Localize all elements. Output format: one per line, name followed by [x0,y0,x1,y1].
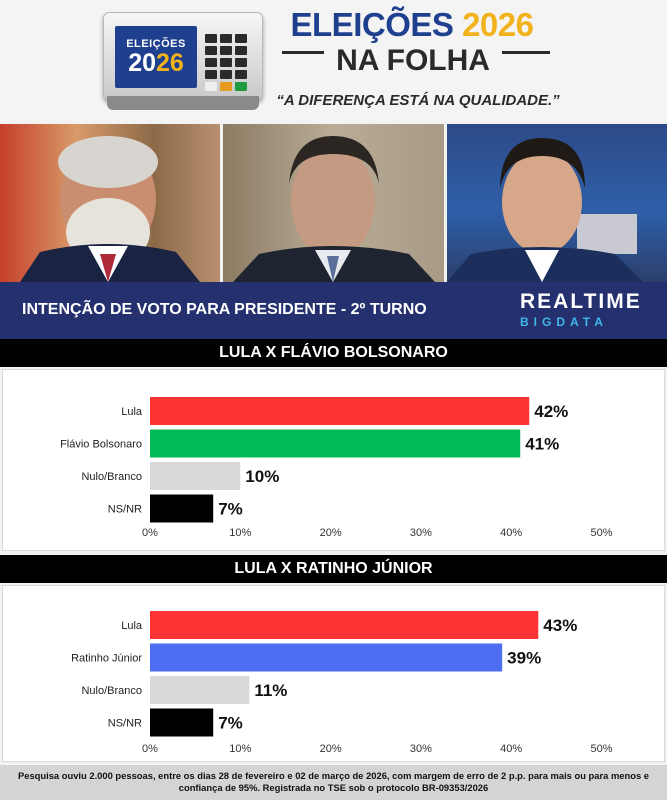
chart-panel-2: Lula 43% Ratinho Júnior 39% Nulo/Branco 11% NS… [2,585,665,762]
value-label: 41% [525,435,559,454]
candidate-photo-flavio [223,124,444,282]
bar [150,708,214,737]
header: ELEIÇÕES 2026 ELEIÇÕES 2026 NA FOLHA “A … [0,0,667,122]
bar-chart-lula-flavio: Lula 42% Flávio Bolsonaro 41% Nulo/Branco 10%… [60,397,613,539]
x-tick-label: 50% [590,743,612,755]
category-label: NS/NR [108,718,142,730]
ballot-box-screen: ELEIÇÕES 2026 [115,26,197,88]
category-label: Ratinho Júnior [71,653,142,665]
candidate-photo-lula [0,124,220,282]
x-tick-label: 30% [410,527,432,539]
bar [150,397,530,425]
x-tick-label: 0% [142,527,158,539]
header-title: ELEIÇÕES 2026 [290,6,534,43]
category-label: NS/NR [108,504,142,516]
value-label: 11% [254,681,287,700]
bar [150,429,521,458]
methodology-footnote: Pesquisa ouviu 2.000 pessoas, entre os d… [0,765,667,800]
logo-text-year: 2026 [128,49,184,77]
bar [150,676,250,704]
logo-text-eleicoes: ELEIÇÕES [126,38,186,50]
x-tick-label: 0% [142,743,158,755]
bar [150,462,241,490]
divider [502,51,550,54]
category-label: Nulo/Branco [81,471,142,483]
divider [282,51,324,54]
value-label: 42% [534,402,568,421]
bar [150,611,539,639]
category-label: Lula [121,620,143,632]
candidate-photos [0,124,667,282]
header-slogan: “A DIFERENÇA ESTÁ NA QUALIDADE.” [276,92,560,109]
x-tick-label: 30% [410,743,432,755]
x-tick-label: 40% [500,527,522,539]
banner: INTENÇÃO DE VOTO PARA PRESIDENTE - 2º TU… [0,282,667,339]
keypad-icon [205,34,251,91]
value-label: 10% [245,467,279,486]
value-label: 43% [543,616,577,635]
x-tick-label: 10% [229,527,251,539]
x-tick-label: 40% [500,743,522,755]
brand-logo-realtime: REALTIME [520,290,642,313]
x-tick-label: 50% [590,527,612,539]
chart-title-lula-flavio: LULA X FLÁVIO BOLSONARO [0,339,667,367]
value-label: 7% [218,500,243,519]
category-label: Nulo/Branco [81,685,142,697]
candidate-photo-ratinho [447,124,667,282]
bar-chart-lula-ratinho: Lula 43% Ratinho Júnior 39% Nulo/Branco 11% NS… [71,611,613,755]
chart-panel-1: Lula 42% Flávio Bolsonaro 41% Nulo/Branco 10%… [2,369,665,551]
value-label: 39% [507,649,541,668]
banner-title: INTENÇÃO DE VOTO PARA PRESIDENTE - 2º TU… [22,301,427,318]
chart-title-lula-ratinho: LULA X RATINHO JÚNIOR [0,555,667,583]
value-label: 7% [218,714,243,733]
header-subtitle: NA FOLHA [336,44,490,77]
x-tick-label: 10% [229,743,251,755]
bar [150,643,503,672]
bar [150,494,214,523]
ballot-box-logo: ELEIÇÕES 2026 [103,12,263,110]
x-tick-label: 20% [320,527,342,539]
x-tick-label: 20% [320,743,342,755]
category-label: Flávio Bolsonaro [60,439,142,451]
category-label: Lula [121,406,143,418]
brand-logo-bigdata: BIGDATA [520,315,608,329]
